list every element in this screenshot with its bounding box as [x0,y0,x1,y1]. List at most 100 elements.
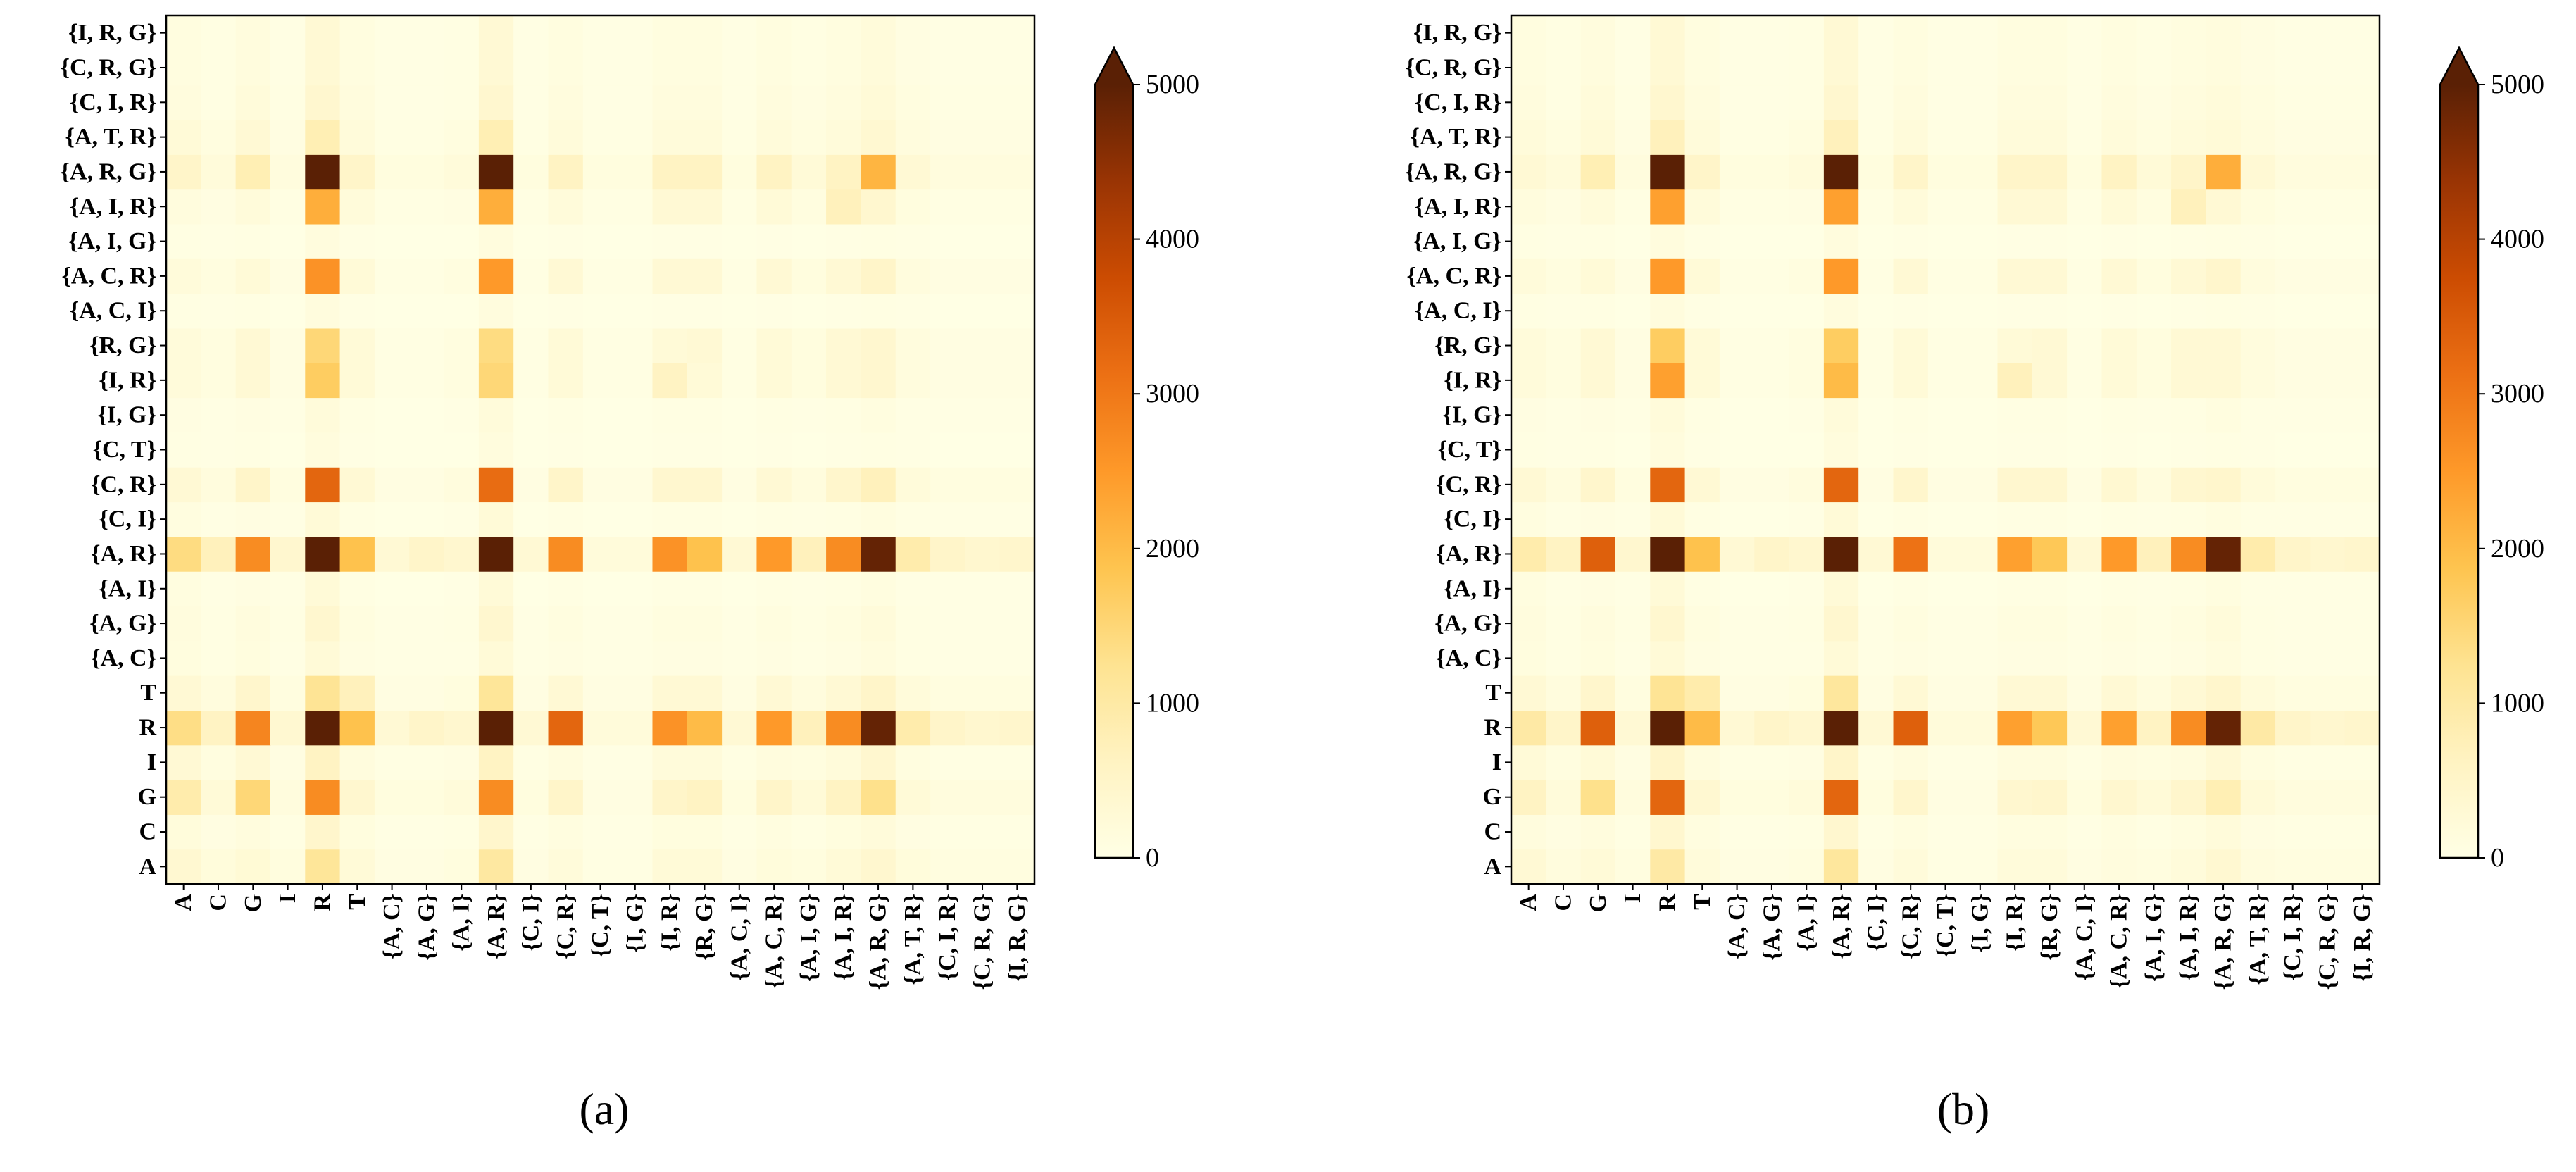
heatmap-cell [2240,467,2276,503]
heatmap-cell [2171,814,2206,850]
heatmap-cell [1789,397,1825,433]
heatmap-cell [339,432,375,468]
heatmap-cell [374,189,410,225]
heatmap-cell [166,293,201,329]
heatmap-cell [478,501,514,537]
heatmap-cell [687,258,723,294]
heatmap-cell [1511,710,1546,746]
heatmap-cell [2067,536,2103,572]
heatmap-cell [1615,189,1651,225]
heatmap-cell [1893,85,1929,120]
x-tick-label: I [1620,894,1646,903]
heatmap-cell [2344,536,2380,572]
heatmap-cell [305,50,341,86]
heatmap-cell [1927,675,1963,711]
y-tick-label: {R, G} [89,332,156,359]
heatmap-cell [409,15,445,51]
heatmap-cell [1615,85,1651,120]
heatmap-cell [652,15,688,51]
heatmap-cell [2067,293,2103,329]
heatmap-cell [2310,571,2346,607]
heatmap-cell [235,814,271,850]
heatmap-cell [1963,501,1999,537]
heatmap-cell [1927,467,1963,503]
heatmap-cell [1927,501,1963,537]
heatmap-cell [235,710,271,746]
heatmap-cell [2310,363,2346,399]
heatmap-cell [1789,571,1825,607]
heatmap-cell [1893,744,1929,780]
heatmap-cell [930,258,965,294]
heatmap-cell [826,571,861,607]
heatmap-cell [2275,744,2311,780]
heatmap-cell [965,15,1001,51]
heatmap-cell [444,223,480,259]
heatmap-cell [2067,640,2103,676]
heatmap-cell [2032,85,2068,120]
heatmap-cell [2206,293,2242,329]
heatmap-cell [791,710,827,746]
heatmap-cell [2032,363,2068,399]
heatmap-cell [2032,467,2068,503]
heatmap-cell [2344,501,2380,537]
heatmap-cell [513,119,549,155]
heatmap-cell [235,744,271,780]
heatmap-cell [930,780,965,815]
heatmap-cell [861,467,896,503]
heatmap-cell [756,363,792,399]
heatmap-cell [1580,467,1616,503]
heatmap-cell [270,328,306,363]
heatmap-cell [444,50,480,86]
y-tick-label: {A, R, G} [61,158,156,185]
heatmap-cell [1997,328,2033,363]
heatmap-cell [2206,397,2242,433]
heatmap-cell [548,397,584,433]
heatmap-cell [2206,536,2242,572]
heatmap-cell [201,223,237,259]
heatmap-cell [1789,50,1825,86]
heatmap-cell [2344,119,2380,155]
heatmap-cell [374,640,410,676]
y-tick-label: I [147,749,156,775]
heatmap-cell [235,293,271,329]
heatmap-cell [444,710,480,746]
heatmap-cell [2344,710,2380,746]
heatmap-cell [2206,258,2242,294]
heatmap-cell [513,363,549,399]
y-tick-label: {A, C, R} [62,263,156,289]
heatmap-cell [1719,675,1755,711]
heatmap-cell [1684,85,1720,120]
x-tick-label: {C, I} [518,894,544,952]
heatmap-cell [1511,363,1546,399]
heatmap-cell [1580,293,1616,329]
heatmap-cell [1823,154,1859,190]
heatmap-cell [1997,397,2033,433]
heatmap-cell [2032,189,2068,225]
heatmap-cell [1719,189,1755,225]
heatmap-cell [478,710,514,746]
heatmap-cell [791,849,827,885]
heatmap-cell [201,119,237,155]
heatmap-cell [444,849,480,885]
heatmap-cell [1650,780,1686,815]
heatmap-cell [930,814,965,850]
heatmap-cell [339,501,375,537]
heatmap-cell [861,501,896,537]
heatmap-cell [339,814,375,850]
x-tick-label: {A, R} [1828,894,1854,959]
heatmap-cell [2310,501,2346,537]
heatmap-cell [2136,223,2172,259]
panel-caption-a: (a) [579,1084,630,1134]
heatmap-cell [305,640,341,676]
heatmap-cell [235,432,271,468]
heatmap-cell [965,363,1001,399]
heatmap-cell [1615,501,1651,537]
heatmap-cell [339,640,375,676]
heatmap-cell [1546,85,1582,120]
heatmap-cell [1615,675,1651,711]
heatmap-cell [2171,710,2206,746]
y-tick-label: {A, C} [91,645,156,671]
heatmap-cell [409,780,445,815]
heatmap-cell [722,363,758,399]
